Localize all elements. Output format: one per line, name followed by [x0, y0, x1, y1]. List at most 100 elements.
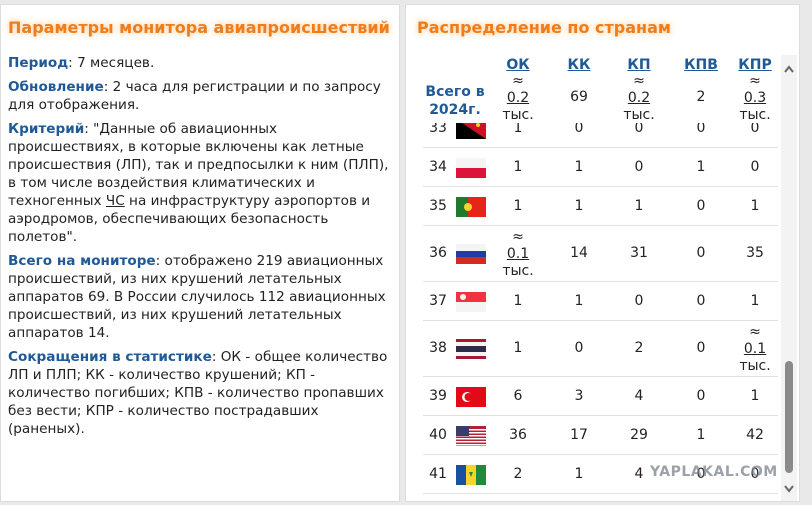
cell: ≈0.2 тыс. [609, 73, 669, 124]
panel-title: Параметры монитора авиапроисшествий [8, 18, 390, 37]
total-label: Всего в 2024г. [425, 84, 485, 118]
table-row[interactable]: 41 2 1 4 0 0 [423, 455, 778, 494]
flag [456, 291, 486, 312]
flag [456, 244, 486, 264]
cell: 36 [509, 426, 527, 443]
approx-value[interactable]: 0.3 [743, 90, 767, 106]
cell: 4 [634, 387, 644, 404]
row-number: 34 [429, 158, 447, 175]
cell: 35 [746, 245, 764, 261]
unit: тыс. [739, 358, 771, 374]
column-header[interactable]: ОК [506, 57, 530, 73]
row-number: 39 [429, 387, 447, 404]
section: Период: 7 месяцев. [8, 54, 394, 72]
row-number: 36 [429, 245, 447, 261]
cell: 0 [750, 123, 760, 136]
section-text: : "Данные об авиационных происшествиях, … [8, 121, 389, 209]
section-label: Всего на мониторе [8, 253, 156, 269]
cell: 31 [630, 245, 648, 261]
section: Обновление: 2 часа для регистрации и по … [8, 78, 394, 114]
row-number: 41 [429, 465, 447, 482]
sections: Период: 7 месяцев. Обновление: 2 часа для… [8, 54, 394, 444]
cell: 0 [696, 123, 706, 136]
table-row[interactable]: 35 1 1 1 0 1 [423, 187, 778, 226]
cell: 69 [570, 89, 588, 105]
approx-sign: ≈ [749, 324, 761, 340]
cell: 0 [634, 123, 644, 136]
approx-sign: ≈ [633, 73, 645, 89]
approx-value[interactable]: 0.1 [743, 341, 767, 357]
cell: 0 [696, 340, 706, 356]
approx-sign: ≈ [512, 229, 524, 245]
cell: 0 [634, 292, 644, 309]
row-number: 40 [429, 426, 447, 443]
section-label: Обновление [8, 79, 104, 95]
approx-sign: ≈ [749, 73, 761, 89]
table-row[interactable]: 36 ≈0.1 тыс. 14 31 0 35 [423, 226, 778, 282]
cell: ≈0.2 тыс. [488, 73, 548, 124]
unit: тыс. [623, 107, 655, 123]
table-row[interactable]: 34 1 1 0 1 0 [423, 148, 778, 187]
scrollbar-graphics [784, 65, 794, 493]
section-link[interactable]: ЧС [105, 193, 125, 209]
section-text: : 2 часа для регистрации и по запросу дл… [8, 79, 381, 113]
watermark: YAPLAKAL.COM [650, 464, 778, 480]
cell: 0 [696, 245, 706, 261]
flag [456, 123, 486, 139]
approx-value[interactable]: 0.2 [627, 90, 651, 106]
column-header[interactable]: КП [627, 57, 651, 73]
cell: 2 [513, 465, 523, 482]
row-number: 38 [429, 340, 447, 356]
section-text: : отображено 219 авиационных происшестви… [8, 253, 386, 341]
flag [456, 425, 486, 446]
cell: 1 [750, 387, 760, 404]
params-panel: Параметры монитора авиапроисшествий Пери… [0, 4, 400, 502]
cell: 1 [513, 340, 523, 356]
row-number: 35 [429, 197, 447, 214]
section: Критерий: "Данные об авиационных происше… [8, 120, 394, 246]
cell: 1 [513, 292, 523, 309]
cell: ≈0.3 тыс. [725, 73, 785, 124]
table-row[interactable]: 37 1 1 0 0 1 [423, 282, 778, 321]
cell: 1 [513, 158, 523, 175]
cell: 42 [746, 426, 764, 443]
cell: 1 [750, 197, 760, 214]
cell: 0 [574, 340, 584, 356]
column-header[interactable]: КК [567, 57, 591, 73]
flag [456, 157, 486, 178]
table-row[interactable]: 38 1 0 2 0 ≈0.1 тыс. [423, 321, 778, 377]
approx-sign: ≈ [512, 73, 524, 89]
flag [456, 196, 486, 217]
table-body[interactable]: 33 1 0 0 0 0 34 1 1 0 1 0 35 1 1 1 0 1 36 ≈0.1 тыс. 14 31 0 35 37… [423, 123, 778, 503]
cell: 0 [634, 158, 644, 175]
cell: 0 [574, 123, 584, 136]
scrollbar[interactable] [781, 55, 797, 501]
table-row[interactable]: 40 36 17 29 1 42 [423, 416, 778, 455]
section-text: : ОК - общее количество ЛП и ПЛП; КК - к… [8, 349, 388, 437]
cell: 0 [696, 465, 706, 482]
cell: 0 [696, 292, 706, 309]
cell: 0 [696, 387, 706, 404]
flag [456, 464, 486, 485]
flag [456, 386, 486, 407]
country-panel: Распределение по странам ОК КК КП КПВ КПР Все… [405, 4, 800, 502]
cell: 6 [513, 387, 523, 404]
cell: 1 [513, 123, 523, 136]
column-header[interactable]: КПР [738, 57, 772, 73]
row-number: 37 [429, 292, 447, 309]
flag [456, 339, 486, 359]
section-label: Сокращения в статистике [8, 349, 212, 365]
approx-value[interactable]: 0.1 [506, 246, 530, 262]
cell: 1 [574, 197, 584, 214]
column-header[interactable]: КПВ [684, 57, 718, 73]
table-row[interactable]: 39 6 3 4 0 1 [423, 377, 778, 416]
approx-value[interactable]: 0.2 [506, 90, 530, 106]
cell: 17 [570, 426, 588, 443]
table-row[interactable]: 33 1 0 0 0 0 [423, 123, 778, 148]
cell: 4 [634, 465, 644, 482]
section-text: на инфраструктуру аэропортов и аэродромо… [8, 193, 371, 245]
section: Сокращения в статистике: ОК - общее коли… [8, 348, 394, 438]
cell: 0 [750, 158, 760, 175]
